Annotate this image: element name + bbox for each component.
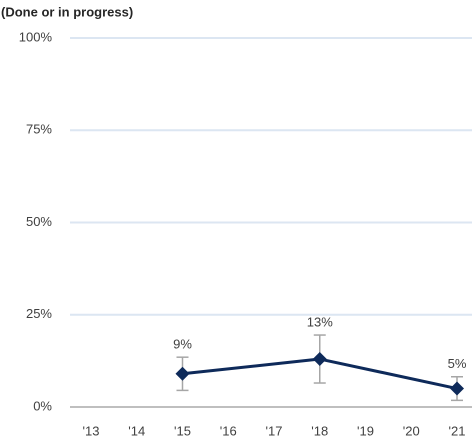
data-label: 9% — [173, 337, 192, 352]
y-tick-label: 75% — [26, 122, 52, 137]
data-label: 13% — [307, 314, 333, 329]
x-tick-label: '15 — [174, 423, 191, 438]
y-tick-label: 100% — [19, 29, 53, 44]
x-tick-label: '21 — [449, 423, 466, 438]
line-segment — [182, 357, 320, 376]
y-tick-label: 0% — [33, 398, 52, 413]
x-tick-label: '19 — [357, 423, 374, 438]
x-tick-label: '13 — [83, 423, 100, 438]
marker — [312, 352, 327, 367]
x-tick-label: '16 — [220, 423, 237, 438]
x-tick-label: '20 — [403, 423, 420, 438]
data-label: 5% — [448, 356, 467, 371]
y-tick-label: 50% — [26, 214, 52, 229]
marker — [175, 366, 190, 381]
x-tick-label: '17 — [266, 423, 283, 438]
line-segment — [319, 357, 458, 391]
chart-title: (Done or in progress) — [1, 4, 133, 19]
x-tick-label: '14 — [128, 423, 145, 438]
y-tick-label: 25% — [26, 306, 52, 321]
marker — [450, 381, 464, 396]
x-tick-label: '18 — [311, 423, 328, 438]
